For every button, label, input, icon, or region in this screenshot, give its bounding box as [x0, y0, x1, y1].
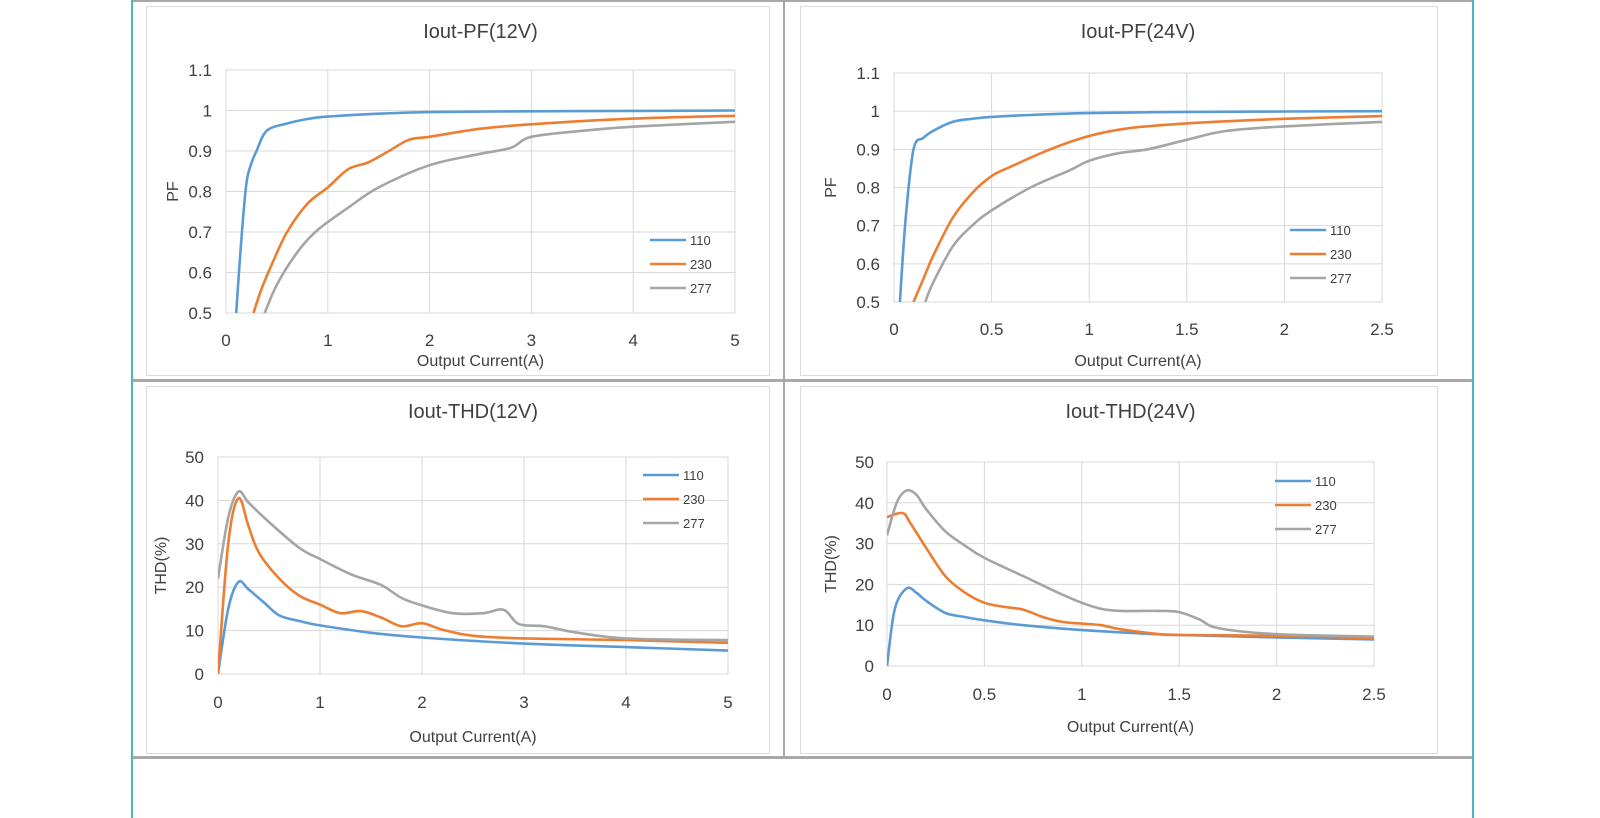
x-tick-label: 2.5 — [1370, 320, 1394, 339]
y-tick-label: 20 — [185, 578, 204, 597]
x-tick-label: 0.5 — [973, 685, 997, 704]
legend-label: 110 — [1315, 474, 1336, 489]
y-tick-label: 0.9 — [856, 140, 880, 159]
x-tick-label: 2 — [417, 693, 426, 712]
x-tick-label: 1.5 — [1175, 320, 1199, 339]
x-axis-label: Output Current(A) — [417, 353, 544, 370]
legend-label: 277 — [690, 281, 712, 296]
legend-label: 277 — [1330, 271, 1352, 286]
x-tick-label: 3 — [519, 693, 528, 712]
y-axis-label: PF — [823, 177, 840, 198]
chart-title: Iout-PF(12V) — [423, 21, 537, 43]
y-axis-label: THD(%) — [153, 537, 170, 595]
chart-panel-pf-24v — [800, 6, 1438, 376]
x-tick-label: 2 — [425, 331, 434, 350]
legend-label: 110 — [690, 233, 711, 248]
chart-title: Iout-PF(24V) — [1081, 21, 1195, 43]
x-tick-label: 5 — [730, 331, 739, 350]
legend-label: 110 — [1330, 223, 1351, 238]
y-tick-label: 50 — [855, 453, 874, 472]
y-axis-label: PF — [165, 181, 182, 202]
chart-title: Iout-THD(24V) — [1065, 401, 1195, 423]
x-tick-label: 0 — [213, 693, 222, 712]
y-tick-label: 0.7 — [188, 223, 212, 242]
series-line-110 — [887, 586, 1374, 666]
y-tick-label: 0.9 — [188, 142, 212, 161]
center-divider — [783, 0, 785, 758]
y-tick-label: 0.8 — [188, 183, 212, 202]
series-line-230 — [912, 114, 1382, 302]
series-line-230 — [887, 511, 1374, 640]
series-line-277 — [887, 488, 1374, 638]
legend-label: 230 — [1315, 498, 1337, 513]
y-tick-label: 1.1 — [856, 64, 880, 83]
x-tick-label: 2 — [1280, 320, 1289, 339]
bottom-divider — [133, 756, 1472, 759]
series-line-277 — [923, 120, 1382, 302]
y-tick-label: 50 — [185, 448, 204, 467]
legend-label: 277 — [683, 516, 705, 531]
y-tick-label: 1.1 — [188, 61, 212, 80]
x-tick-label: 0 — [221, 331, 230, 350]
x-tick-label: 3 — [527, 331, 536, 350]
y-tick-label: 30 — [855, 535, 874, 554]
x-tick-label: 2.5 — [1362, 685, 1386, 704]
y-tick-label: 0 — [865, 657, 874, 676]
x-tick-label: 1 — [1077, 685, 1086, 704]
x-axis-label: Output Current(A) — [1074, 353, 1201, 370]
legend-label: 277 — [1315, 522, 1337, 537]
x-tick-label: 1 — [315, 693, 324, 712]
x-tick-label: 5 — [723, 693, 732, 712]
x-tick-label: 4 — [621, 693, 630, 712]
y-tick-label: 40 — [185, 491, 204, 510]
chart-panel-thd-12v — [146, 386, 770, 754]
series-line-230 — [218, 496, 728, 674]
series-line-277 — [263, 120, 735, 313]
y-tick-label: 1 — [203, 102, 212, 121]
legend-label: 230 — [690, 257, 712, 272]
middle-divider — [133, 379, 1472, 382]
chart-panel-thd-24v — [800, 386, 1438, 754]
y-tick-label: 0.6 — [188, 264, 212, 283]
top-divider — [133, 0, 1472, 2]
y-tick-label: 20 — [855, 575, 874, 594]
y-tick-label: 0.5 — [856, 293, 880, 312]
series-line-110 — [218, 579, 728, 674]
y-axis-label: THD(%) — [823, 535, 840, 593]
legend-label: 110 — [683, 468, 704, 483]
y-tick-label: 10 — [185, 622, 204, 641]
page-frame — [131, 0, 1474, 818]
series-line-110 — [898, 109, 1382, 302]
series-line-230 — [252, 114, 735, 313]
y-tick-label: 0.6 — [856, 255, 880, 274]
legend-label: 230 — [683, 492, 705, 507]
x-tick-label: 4 — [628, 331, 637, 350]
x-tick-label: 2 — [1272, 685, 1281, 704]
series-line-277 — [218, 489, 728, 642]
x-tick-label: 1 — [323, 331, 332, 350]
chart-title: Iout-THD(12V) — [408, 401, 538, 423]
legend-label: 230 — [1330, 247, 1352, 262]
y-tick-label: 0.7 — [856, 217, 880, 236]
x-tick-label: 1 — [1084, 320, 1093, 339]
y-tick-label: 0 — [195, 665, 204, 684]
series-line-110 — [234, 109, 735, 313]
x-tick-label: 1.5 — [1167, 685, 1191, 704]
y-tick-label: 40 — [855, 494, 874, 513]
y-tick-label: 1 — [871, 102, 880, 121]
y-tick-label: 30 — [185, 535, 204, 554]
x-axis-label: Output Current(A) — [1067, 719, 1194, 736]
x-axis-label: Output Current(A) — [409, 729, 536, 746]
x-tick-label: 0 — [889, 320, 898, 339]
y-tick-label: 10 — [855, 616, 874, 635]
x-tick-label: 0 — [882, 685, 891, 704]
y-tick-label: 0.5 — [188, 304, 212, 323]
y-tick-label: 0.8 — [856, 179, 880, 198]
x-tick-label: 0.5 — [980, 320, 1004, 339]
